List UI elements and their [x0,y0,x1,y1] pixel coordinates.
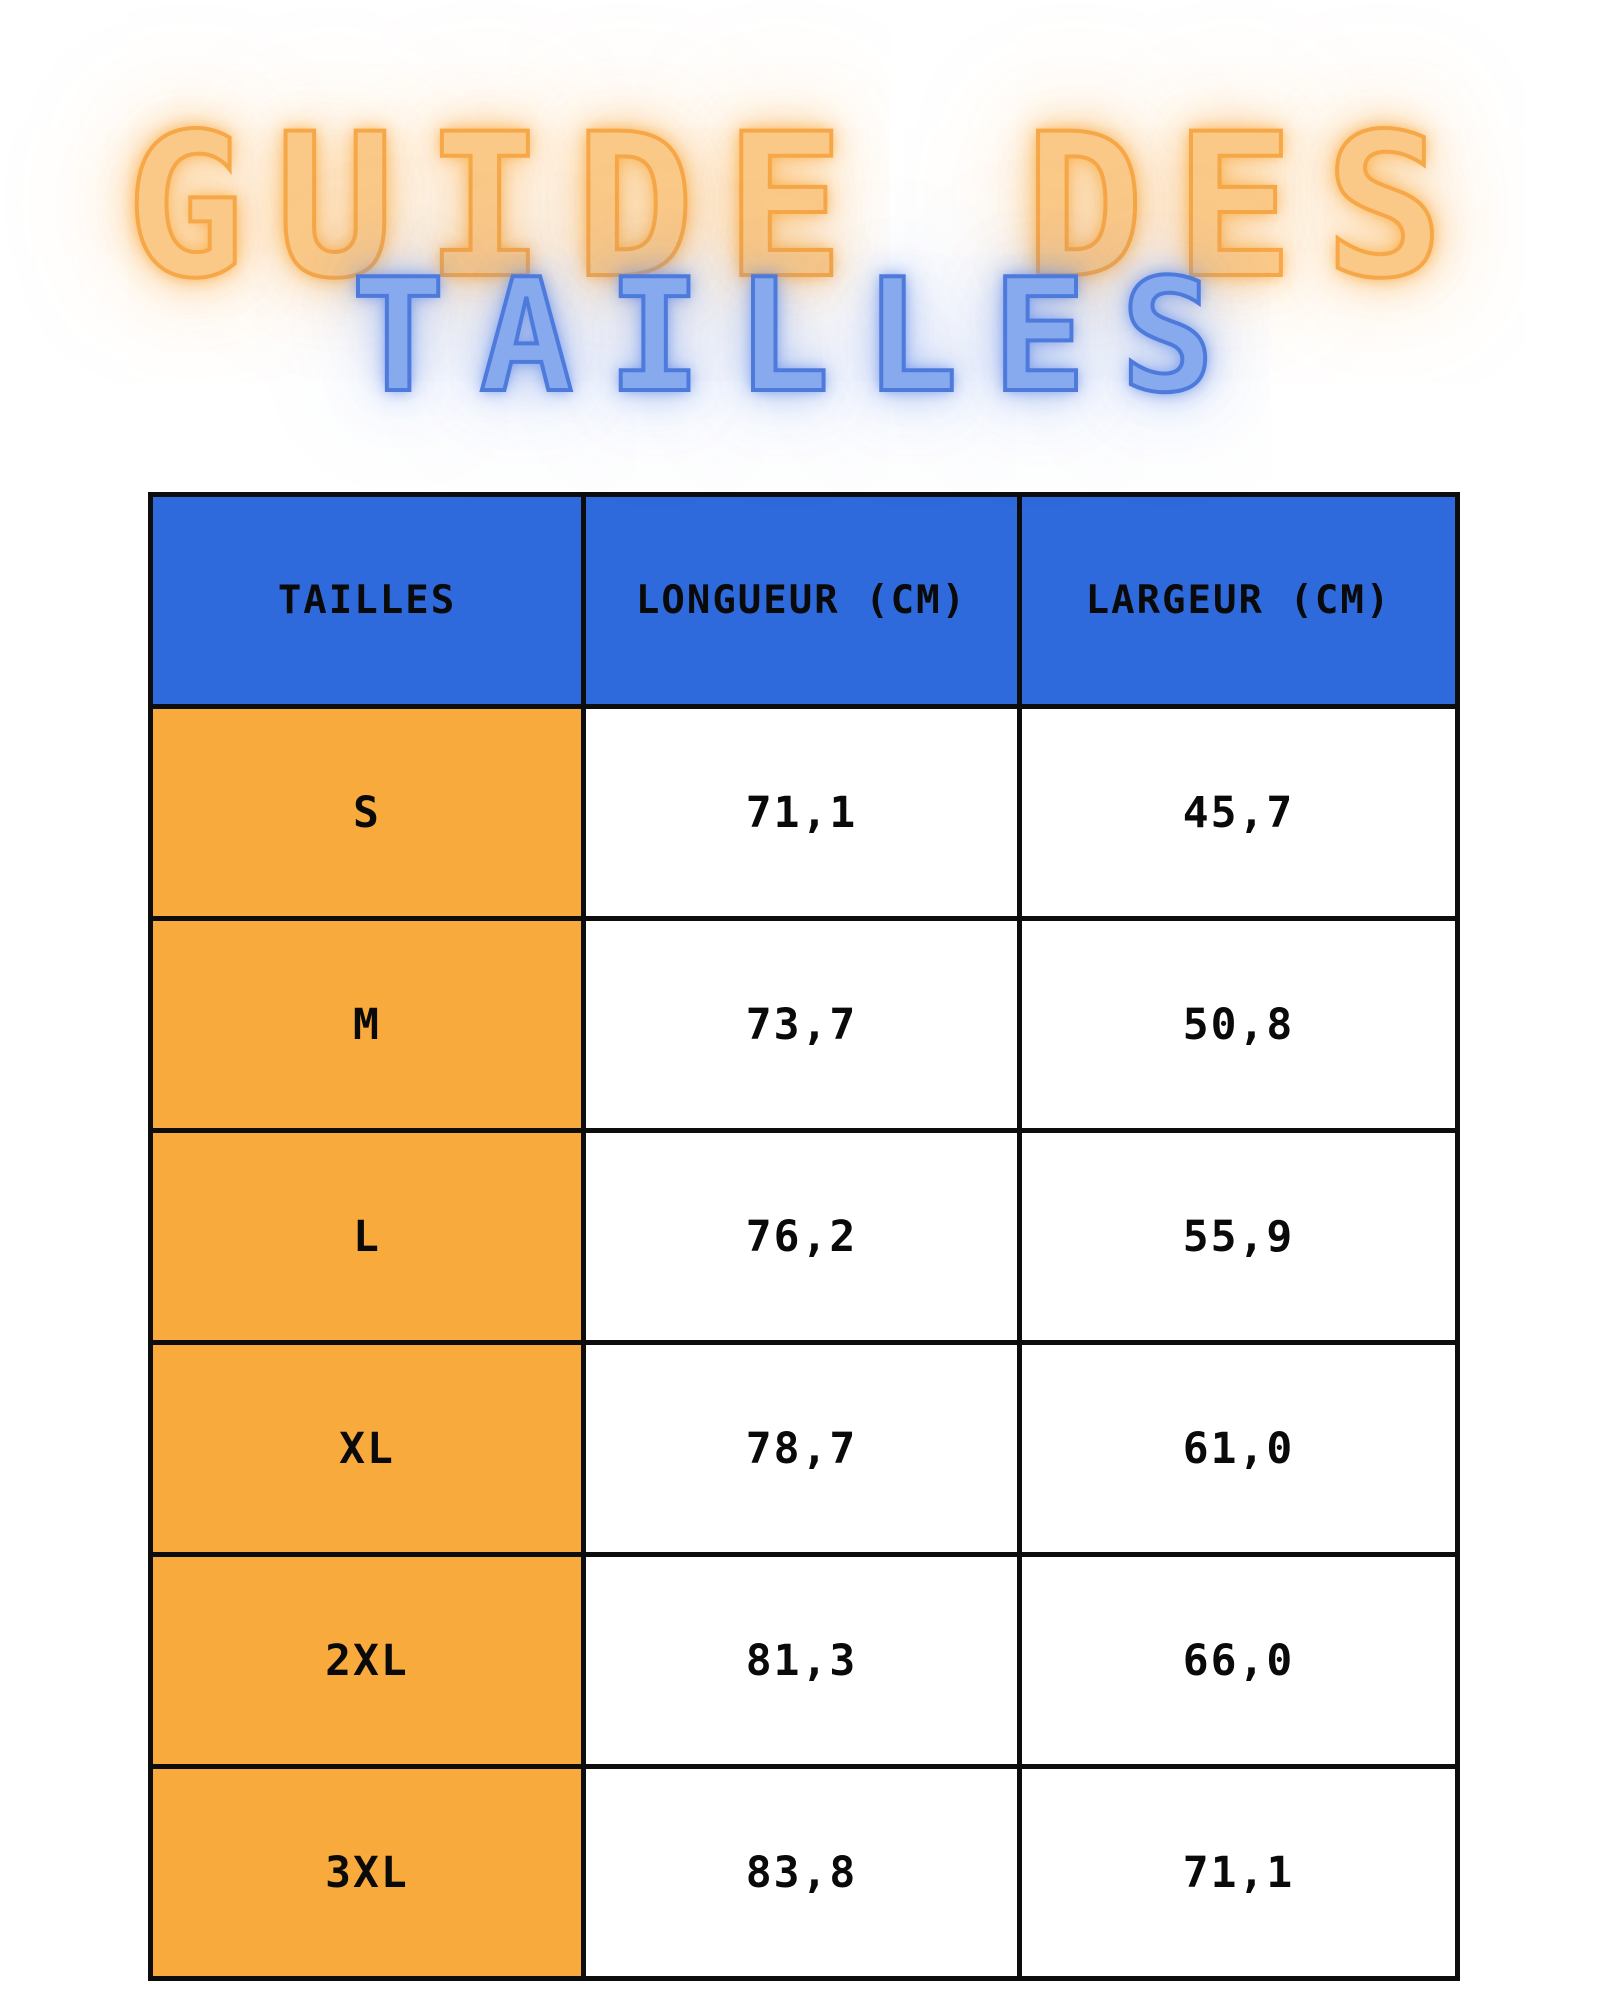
longueur-value: 78,7 [581,1340,1022,1557]
longueur-value: 73,7 [581,916,1022,1133]
size-label: XL [148,1340,586,1557]
size-label: L [148,1128,586,1345]
page-title-line1: GUIDE DES [123,91,1475,322]
table-row-2xl: 2XL 81,3 66,0 [148,1552,1460,1769]
size-table-header: TAILLES LONGUEUR (CM) LARGEUR (CM) [148,492,1460,709]
size-table-body: S 71,1 45,7 M 73,7 50,8 L 76,2 55,9 XL 7… [148,704,1460,1981]
page-title-line2: TAILLES [349,245,1249,427]
longueur-value: 83,8 [581,1764,1022,1981]
table-row-xl: XL 78,7 61,0 [148,1340,1460,1557]
table-row-m: M 73,7 50,8 [148,916,1460,1133]
longueur-value: 76,2 [581,1128,1022,1345]
column-header-largeur: LARGEUR (CM) [1017,492,1460,709]
size-table: TAILLES LONGUEUR (CM) LARGEUR (CM) S 71,… [148,492,1460,1981]
largeur-value: 50,8 [1017,916,1460,1133]
largeur-value: 55,9 [1017,1128,1460,1345]
largeur-value: 61,0 [1017,1340,1460,1557]
column-header-tailles: TAILLES [148,492,586,709]
table-row-l: L 76,2 55,9 [148,1128,1460,1345]
table-row-3xl: 3XL 83,8 71,1 [148,1764,1460,1981]
longueur-value: 81,3 [581,1552,1022,1769]
size-label: 2XL [148,1552,586,1769]
table-row-s: S 71,1 45,7 [148,704,1460,921]
largeur-value: 71,1 [1017,1764,1460,1981]
largeur-value: 66,0 [1017,1552,1460,1769]
longueur-value: 71,1 [581,704,1022,921]
largeur-value: 45,7 [1017,704,1460,921]
size-label: S [148,704,586,921]
page-title: GUIDE DES TAILLES [0,0,1600,460]
column-header-longueur: LONGUEUR (CM) [581,492,1022,709]
size-label: 3XL [148,1764,586,1981]
size-label: M [148,916,586,1133]
header-row: TAILLES LONGUEUR (CM) LARGEUR (CM) [148,492,1460,709]
